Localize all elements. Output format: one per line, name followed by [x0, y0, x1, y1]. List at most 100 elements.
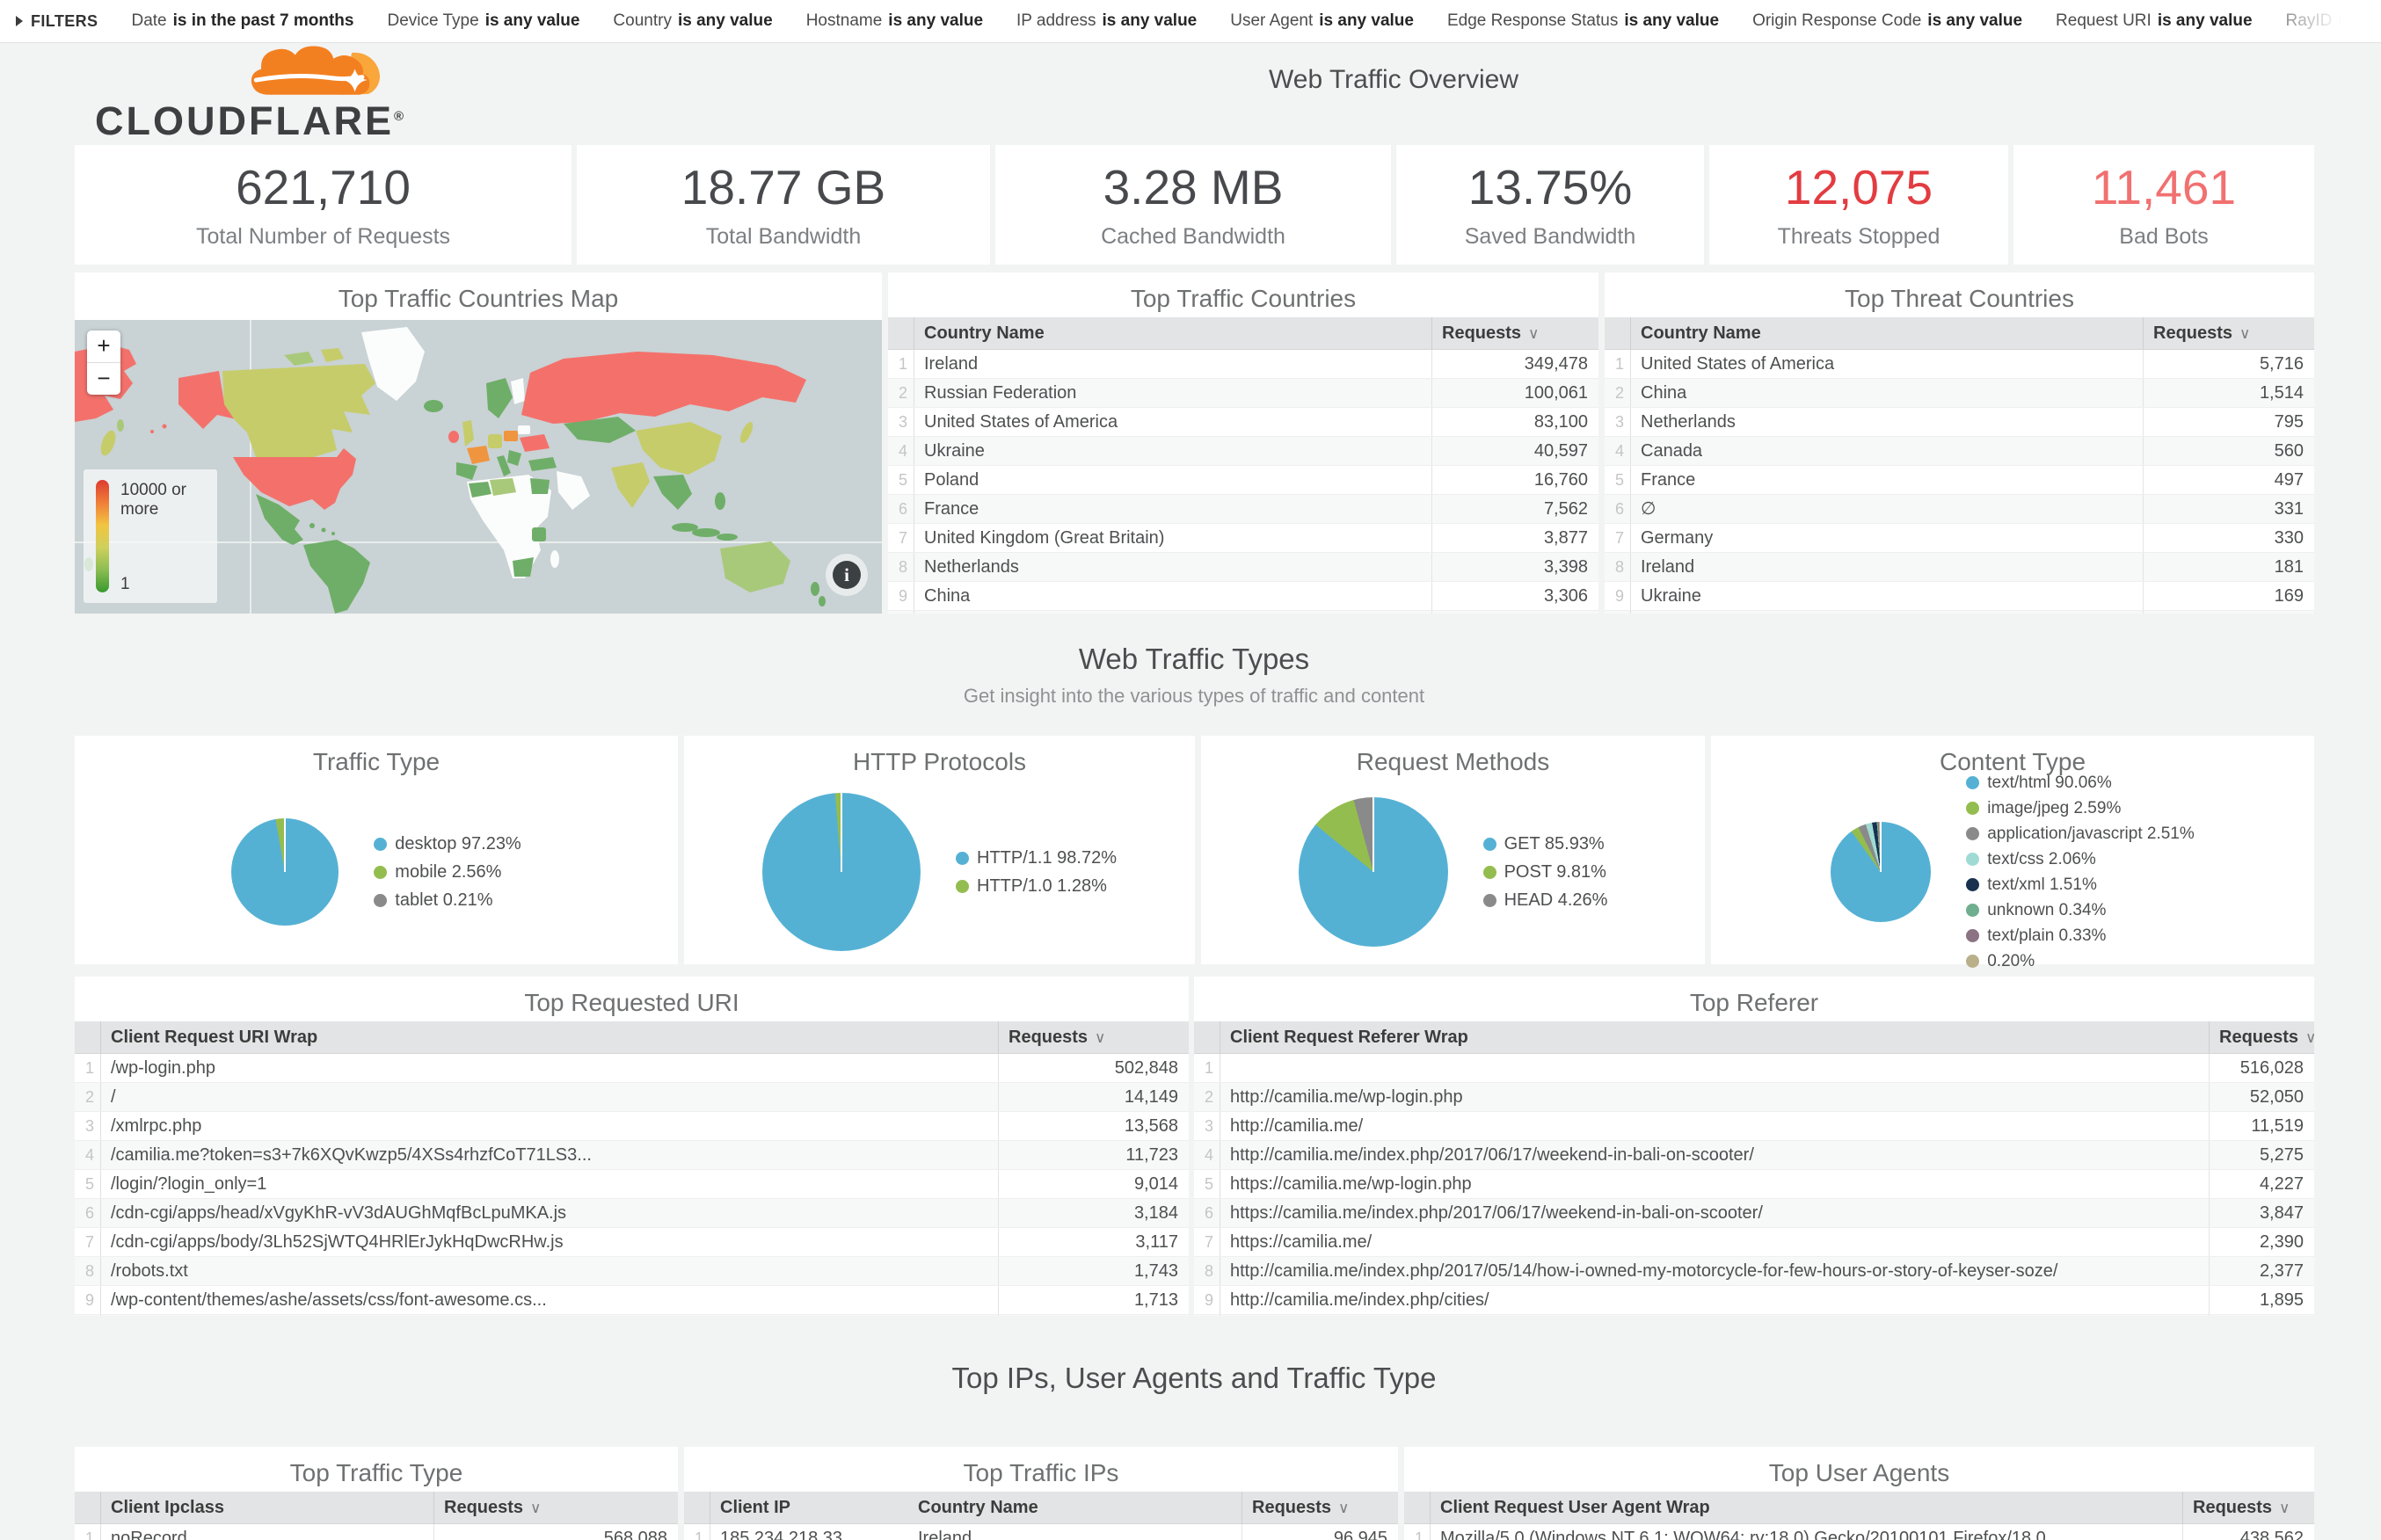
table-row[interactable]: 10Singapore158 [1605, 611, 2314, 614]
legend-item[interactable]: text/plain 0.33% [1966, 925, 2195, 947]
filters-toggle[interactable]: FILTERS [16, 12, 98, 31]
table-row[interactable]: 6 https://camilia.me/index.php/2017/06/17… [1194, 1199, 2314, 1228]
filter-chip[interactable]: Origin Response Code is any value [1752, 11, 2023, 30]
legend-item[interactable]: HEAD 4.26% [1482, 890, 1607, 911]
filter-chip[interactable]: IP address is any value [1016, 11, 1198, 30]
table-row[interactable]: 6 France 7,562 [888, 495, 1598, 524]
pie-chart[interactable] [231, 818, 339, 926]
sort-desc-icon[interactable]: ∨ [530, 1500, 542, 1516]
table-row[interactable]: 1 United States of America 5,716 [1605, 350, 2314, 379]
table-row[interactable]: 9 http://camilia.me/index.php/cities/1,89… [1194, 1286, 2314, 1315]
kpi-value: 13.75% [1467, 160, 1633, 214]
table-row[interactable]: 2 http://camilia.me/wp-login.php 52,050 [1194, 1083, 2314, 1112]
column-header[interactable]: Requests∨ [2143, 317, 2314, 349]
sort-desc-icon[interactable]: ∨ [2279, 1500, 2290, 1516]
table-row[interactable]: 8 Ireland 181 [1605, 553, 2314, 582]
legend-item[interactable]: application/javascript 2.51% [1966, 823, 2195, 845]
filter-chip[interactable]: Date is in the past 7 months [131, 11, 354, 30]
sort-desc-icon[interactable]: ∨ [1095, 1029, 1106, 1046]
pie-chart[interactable] [1298, 797, 1448, 947]
table-row[interactable]: 1 Mozilla/5.0 (Windows NT 6.1; WOW64; rv:… [1404, 1524, 2314, 1540]
table-row[interactable]: 7 https://camilia.me/2,390 [1194, 1228, 2314, 1257]
table-row[interactable]: 3 http://camilia.me/11,519 [1194, 1112, 2314, 1141]
table-row[interactable]: 7 United Kingdom (Great Britain) 3,877 [888, 524, 1598, 553]
filter-chip[interactable]: Request URI is any value [2056, 11, 2253, 30]
column-header[interactable]: Requests∨ [2182, 1492, 2314, 1523]
filter-chip[interactable]: Hostname is any value [805, 11, 984, 30]
table-row[interactable]: 6 ∅ 331 [1605, 495, 2314, 524]
table-row[interactable]: 4 Ukraine 40,597 [888, 437, 1598, 466]
table-row[interactable]: 9 Ukraine 169 [1605, 582, 2314, 611]
table-row[interactable]: 1 Ireland 349,478 [888, 350, 1598, 379]
table-row[interactable]: 8/robots.txt 1,743 [75, 1257, 1189, 1286]
table-row[interactable]: 4 Canada 560 [1605, 437, 2314, 466]
table-row[interactable]: 2 / 14,149 [75, 1083, 1189, 1112]
legend-item[interactable]: desktop 97.23% [374, 834, 521, 854]
legend-item[interactable]: unknown 0.34% [1966, 899, 2195, 921]
legend-swatch-icon [1482, 837, 1496, 851]
map-info-button[interactable]: i [826, 554, 868, 596]
legend-item[interactable]: HTTP/1.0 1.28% [956, 876, 1117, 897]
sort-desc-icon[interactable]: ∨ [1338, 1500, 1350, 1516]
legend-item[interactable]: tablet 0.21% [374, 890, 521, 911]
map-zoom-out-button[interactable]: − [87, 362, 120, 395]
table-row[interactable]: 3/xmlrpc.php 13,568 [75, 1112, 1189, 1141]
legend-item[interactable]: POST 9.81% [1482, 862, 1608, 883]
table-row[interactable]: 9 China 3,306 [888, 582, 1598, 611]
pie-chart[interactable] [762, 793, 921, 951]
filter-chip[interactable]: User Agent is any value [1230, 11, 1414, 30]
table-row[interactable]: 1/wp-login.php 502,848 [75, 1054, 1189, 1083]
column-header[interactable]: Requests∨ [998, 1021, 1189, 1053]
table-row[interactable]: 5 France 497 [1605, 466, 2314, 495]
filter-chip[interactable]: Device Type is any value [387, 11, 580, 30]
table-row[interactable]: 10Canada2,315 [888, 611, 1598, 614]
sort-desc-icon[interactable]: ∨ [1528, 325, 1540, 342]
table-row[interactable]: 4 http://camilia.me/index.php/2017/06/17/… [1194, 1141, 2314, 1170]
table-row[interactable]: 5 Poland 16,760 [888, 466, 1598, 495]
filter-chip[interactable]: Edge Response Status is any value [1446, 11, 1720, 30]
table-cell: 1,895 [2209, 1286, 2314, 1314]
table-row[interactable]: 10http://camilia.me/index.php/about/1,47… [1194, 1315, 2314, 1316]
column-header[interactable]: Requests∨ [2209, 1021, 2314, 1053]
table-row[interactable]: 9/wp-content/themes/ashe/assets/css/font… [75, 1286, 1189, 1315]
column-header: Country Name [1641, 323, 1761, 343]
table-row[interactable]: 2 China 1,514 [1605, 379, 2314, 408]
table-row[interactable]: 10/wp-content/themes/ashe/assets/js/main… [75, 1315, 1189, 1316]
table-row[interactable]: 3 United States of America 83,100 [888, 408, 1598, 437]
legend-item[interactable]: text/html 90.06% [1966, 772, 2195, 794]
sort-desc-icon[interactable]: ∨ [2239, 325, 2251, 342]
legend-swatch-icon [1966, 878, 1980, 891]
table-row[interactable]: 2 Russian Federation 100,061 [888, 379, 1598, 408]
legend-item[interactable]: text/css 2.06% [1966, 848, 2195, 870]
legend-item[interactable]: HTTP/1.1 98.72% [956, 848, 1117, 868]
table-cell: /cdn-cgi/apps/body/3Lh52SjWTQ4HRlErJykHq… [111, 1232, 564, 1252]
table-row[interactable]: 1 516,028 [1194, 1054, 2314, 1083]
table-row[interactable]: 6/cdn-cgi/apps/head/xVgyKhR-vV3dAUGhMqfB… [75, 1199, 1189, 1228]
info-icon: i [833, 561, 861, 589]
table-cell: 2,390 [2209, 1228, 2314, 1256]
world-map[interactable]: + − 10000 or more 1 i [75, 320, 882, 614]
column-header[interactable]: Requests∨ [433, 1492, 678, 1523]
table-row[interactable]: 5/login/?login_only=1 9,014 [75, 1170, 1189, 1199]
legend-item[interactable]: 0.20% [1966, 950, 2195, 972]
sort-desc-icon[interactable]: ∨ [2305, 1029, 2314, 1046]
table-row[interactable]: 4/camilia.me?token=s3+7k6XQvKwzp5/4XSs4r… [75, 1141, 1189, 1170]
table-row[interactable]: 1 185.234.218.33 Ireland 96,945 [684, 1524, 1398, 1540]
legend-item[interactable]: text/xml 1.51% [1966, 874, 2195, 896]
pie-chart[interactable] [1831, 822, 1932, 922]
column-header[interactable]: Requests∨ [1431, 317, 1598, 349]
table-row[interactable]: 8 http://camilia.me/index.php/2017/05/14/… [1194, 1257, 2314, 1286]
filter-chip[interactable]: Country is any value [613, 11, 773, 30]
legend-item[interactable]: GET 85.93% [1482, 834, 1608, 854]
table-row[interactable]: 3 Netherlands 795 [1605, 408, 2314, 437]
table-row[interactable]: 5 https://camilia.me/wp-login.php 4,227 [1194, 1170, 2314, 1199]
legend-item[interactable]: image/jpeg 2.59% [1966, 797, 2195, 819]
table-row[interactable]: 7/cdn-cgi/apps/body/3Lh52SjWTQ4HRlErJykH… [75, 1228, 1189, 1257]
table-row[interactable]: 7 Germany 330 [1605, 524, 2314, 553]
legend-item[interactable]: mobile 2.56% [374, 862, 521, 883]
table-row[interactable]: 1 noRecord 568,088 [75, 1524, 678, 1540]
map-zoom-in-button[interactable]: + [97, 332, 111, 359]
table-row[interactable]: 8 Netherlands 3,398 [888, 553, 1598, 582]
column-header[interactable]: Requests∨ [1241, 1492, 1398, 1523]
table-cell: Ireland [924, 354, 979, 374]
